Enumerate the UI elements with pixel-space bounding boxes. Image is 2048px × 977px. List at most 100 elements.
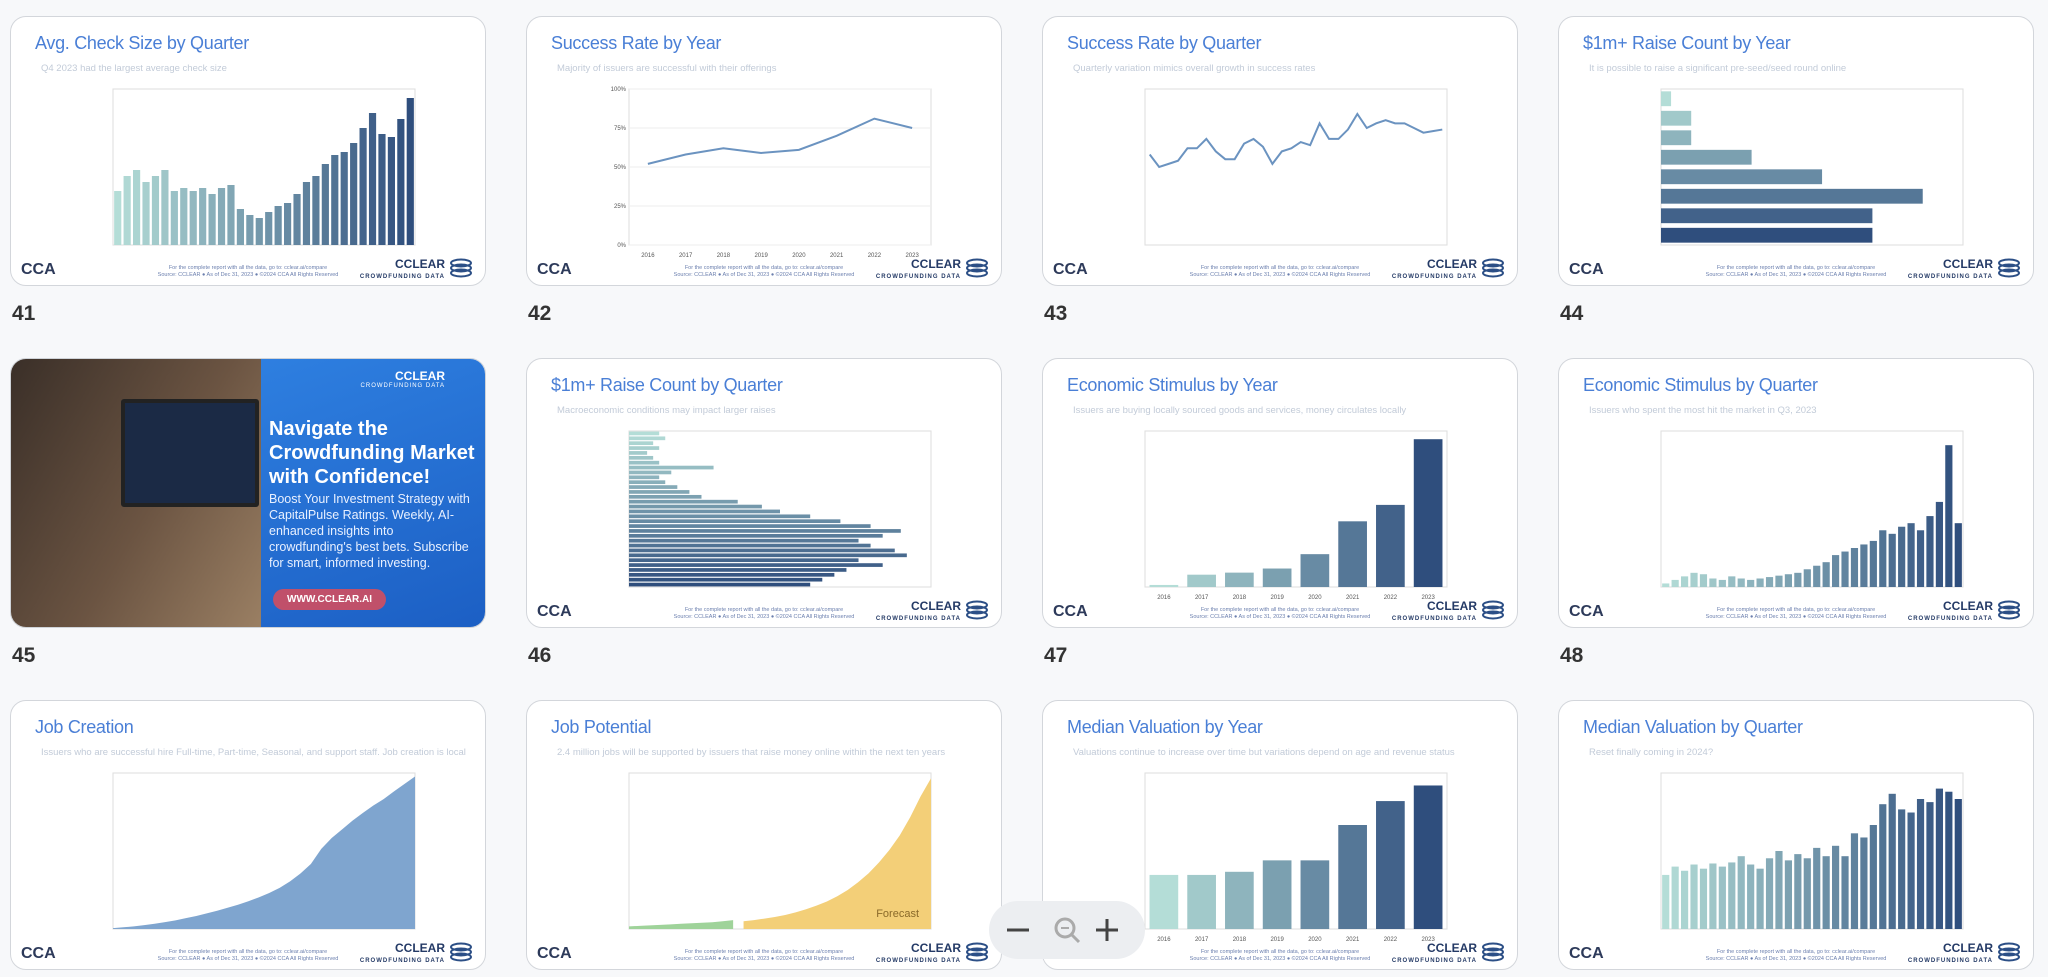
footer-note: For the complete report with all the dat… bbox=[684, 607, 844, 613]
bar bbox=[629, 543, 871, 548]
slide-thumbnail[interactable]: Success Rate by Year Majority of issuers … bbox=[526, 16, 1002, 286]
slide-thumbnail[interactable]: Economic Stimulus by Year Issuers are buy… bbox=[1042, 358, 1518, 628]
ad-button[interactable]: WWW.CCLEAR.AI bbox=[273, 589, 386, 610]
slide-thumbnail[interactable]: Success Rate by Quarter Quarterly variati… bbox=[1042, 16, 1518, 286]
bar bbox=[1262, 860, 1292, 929]
footer-brand: CCLEAR bbox=[911, 941, 961, 955]
bar bbox=[629, 480, 666, 485]
footer-note: For the complete report with all the dat… bbox=[1716, 607, 1876, 613]
bar bbox=[1413, 439, 1443, 587]
bar bbox=[629, 460, 660, 465]
footer-source: Source: CCLEAR ● As of Dec 31, 2023 ● ©2… bbox=[1189, 272, 1371, 278]
slide-subtitle: Quarterly variation mimics overall growt… bbox=[1073, 63, 1316, 74]
bar bbox=[1832, 555, 1840, 587]
slide-thumbnail[interactable]: Job Creation Issuers who are successful h… bbox=[10, 700, 486, 970]
bar bbox=[629, 455, 654, 460]
footer-brand: CCLEAR bbox=[1943, 599, 1993, 613]
bar bbox=[1850, 833, 1859, 929]
slide-thumbnail[interactable]: Job Potential 2.4 million jobs will be su… bbox=[526, 700, 1002, 970]
cclear-logo bbox=[966, 942, 988, 962]
slide-subtitle: Issuers who are successful hire Full-tim… bbox=[41, 747, 466, 758]
mini-chart bbox=[112, 88, 416, 246]
bar bbox=[1737, 578, 1745, 587]
slide-title: Median Valuation by Year bbox=[1067, 717, 1263, 737]
bar bbox=[1661, 110, 1692, 126]
slide-thumbnail[interactable]: $1m+ Raise Count by Quarter Macroeconomic… bbox=[526, 358, 1002, 628]
bar bbox=[331, 155, 339, 245]
bar bbox=[629, 572, 835, 577]
cclear-logo bbox=[966, 258, 988, 278]
bar bbox=[629, 499, 738, 504]
bar bbox=[629, 524, 871, 528]
footer-brand-sub: CROWDFUNDING DATA bbox=[1907, 616, 1993, 622]
bar bbox=[629, 577, 823, 582]
bar bbox=[629, 485, 678, 489]
slide-thumbnail[interactable]: Median Valuation by Quarter Reset finally… bbox=[1558, 700, 2034, 970]
x-tick-label: 2022 bbox=[868, 253, 882, 259]
slide-thumbnail[interactable]: Economic Stimulus by Quarter Issuers who … bbox=[1558, 358, 2034, 628]
bar bbox=[629, 436, 666, 441]
zoom-reset[interactable] bbox=[1054, 917, 1081, 944]
slide-title: Job Potential bbox=[551, 717, 652, 737]
area bbox=[743, 778, 931, 929]
slide-subtitle: 2.4 million jobs will be supported by is… bbox=[557, 747, 946, 758]
x-tick-label: 2021 bbox=[830, 253, 844, 259]
slide-title: Success Rate by Quarter bbox=[1067, 33, 1262, 53]
bar bbox=[1661, 188, 1923, 204]
mini-chart bbox=[628, 430, 932, 588]
footer-source: Source: CCLEAR ● As of Dec 31, 2023 ● ©2… bbox=[673, 272, 855, 278]
bar bbox=[1813, 565, 1821, 587]
slide-thumbnail[interactable]: CCLEAR CROWDFUNDING DATA Navigate the Crow… bbox=[10, 358, 486, 628]
cclear-logo bbox=[1482, 942, 1504, 962]
x-tick-label: 2022 bbox=[1384, 595, 1398, 601]
footer-logo: CCA bbox=[1053, 603, 1088, 620]
slide-thumbnail[interactable]: Avg. Check Size by Quarter Q4 2023 had th… bbox=[10, 16, 486, 286]
bar bbox=[1841, 551, 1849, 587]
bar bbox=[629, 563, 883, 567]
bar bbox=[1784, 574, 1792, 587]
x-tick-label: 2023 bbox=[905, 253, 919, 259]
slide-number: 41 bbox=[12, 302, 36, 325]
x-tick-label: 2021 bbox=[1346, 595, 1360, 601]
x-tick-label: 2022 bbox=[1384, 937, 1398, 943]
footer-brand: CCLEAR bbox=[1427, 257, 1477, 271]
footer-brand: CCLEAR bbox=[395, 257, 445, 271]
footer-note: For the complete report with all the dat… bbox=[1716, 265, 1876, 271]
x-tick-label: 2020 bbox=[1308, 937, 1322, 943]
bar bbox=[1935, 788, 1943, 929]
slide-number: 48 bbox=[1560, 644, 1584, 667]
footer-note: For the complete report with all the dat… bbox=[1716, 949, 1876, 955]
footer-brand: CCLEAR bbox=[1427, 599, 1477, 613]
bar bbox=[1747, 579, 1755, 587]
bar bbox=[1338, 521, 1367, 587]
bar bbox=[1671, 579, 1679, 587]
slide-thumbnail[interactable]: Median Valuation by Year Valuations conti… bbox=[1042, 700, 1518, 970]
bar bbox=[1945, 445, 1953, 587]
bar bbox=[1803, 569, 1811, 587]
bar bbox=[284, 203, 292, 245]
slide-subtitle: Issuers are buying locally sourced goods… bbox=[1073, 405, 1407, 416]
footer-brand-sub: CROWDFUNDING DATA bbox=[1391, 958, 1477, 964]
slide-subtitle: Issuers who spent the most hit the marke… bbox=[1589, 405, 1817, 416]
bar bbox=[114, 191, 122, 245]
footer-brand: CCLEAR bbox=[1943, 941, 1993, 955]
bar bbox=[170, 191, 178, 245]
footer-note: For the complete report with all the dat… bbox=[1200, 265, 1360, 271]
footer-brand-sub: CROWDFUNDING DATA bbox=[875, 958, 961, 964]
slide-thumbnail[interactable]: $1m+ Raise Count by Year It is possible t… bbox=[1558, 16, 2034, 286]
bar bbox=[1794, 572, 1802, 587]
bar bbox=[359, 128, 367, 245]
bar bbox=[1662, 874, 1670, 929]
bar bbox=[1784, 860, 1792, 929]
footer-logo: CCA bbox=[21, 945, 56, 962]
bar bbox=[1860, 837, 1868, 929]
bar bbox=[368, 113, 377, 245]
x-tick-label: 2023 bbox=[1421, 595, 1435, 601]
zoom-in[interactable] bbox=[1096, 919, 1118, 941]
footer-source: Source: CCLEAR ● As of Dec 31, 2023 ● ©2… bbox=[1705, 956, 1887, 962]
bar bbox=[1850, 548, 1859, 587]
x-tick-label: 2018 bbox=[1233, 595, 1247, 601]
bar bbox=[629, 475, 660, 480]
bar bbox=[1225, 572, 1254, 587]
cclear-logo bbox=[966, 600, 988, 620]
